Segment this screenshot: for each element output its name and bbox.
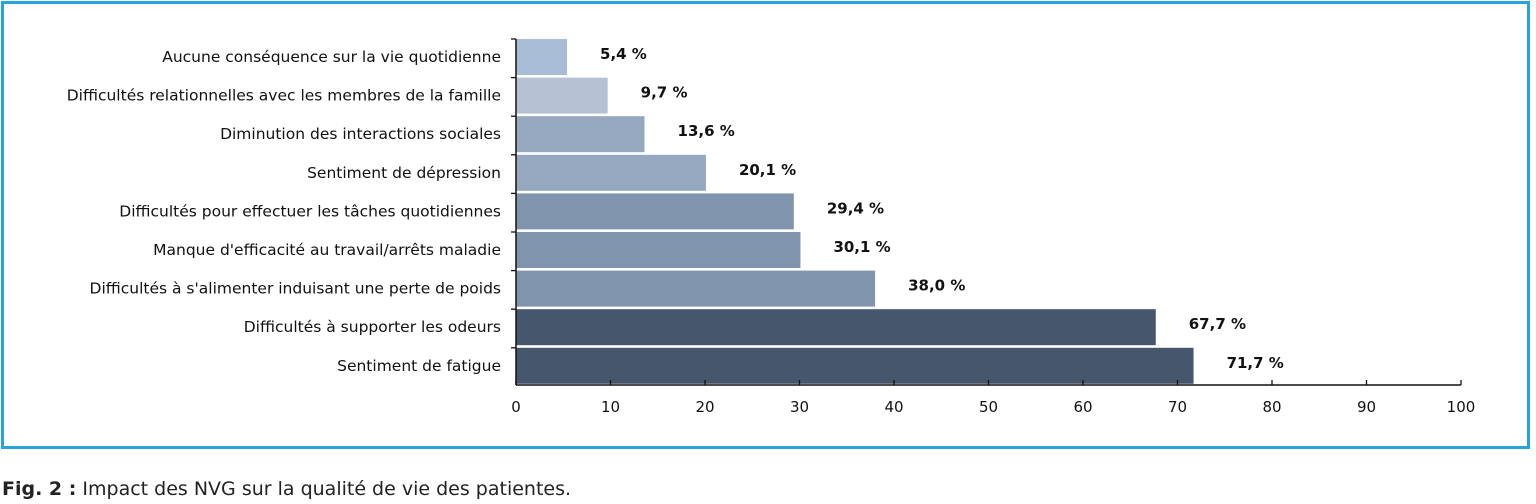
bar	[516, 154, 706, 191]
figure-caption: Fig. 2 : Impact des NVG sur la qualité d…	[2, 478, 571, 500]
category-label: Aucune conséquence sur la vie quotidienn…	[162, 48, 501, 66]
value-label: 67,7 %	[1189, 315, 1246, 333]
bar	[516, 193, 794, 230]
bar	[516, 39, 568, 75]
x-tick-label: 40	[884, 398, 903, 416]
bar	[516, 309, 1156, 346]
value-label: 71,7 %	[1227, 354, 1284, 372]
category-label: Difficultés pour effectuer les tâches qu…	[119, 202, 501, 220]
x-tick-label: 100	[1447, 398, 1476, 416]
value-label: 13,6 %	[678, 122, 735, 140]
x-tick-label: 80	[1262, 398, 1281, 416]
value-label: 5,4 %	[600, 45, 647, 63]
value-label: 30,1 %	[833, 238, 890, 256]
value-label: 20,1 %	[739, 161, 796, 179]
bar	[516, 77, 608, 114]
category-label: Diminution des interactions sociales	[220, 125, 501, 143]
x-tick-label: 50	[979, 398, 998, 416]
bar	[516, 116, 645, 153]
bar	[516, 270, 876, 307]
x-tick-label: 20	[695, 398, 714, 416]
x-tick-label: 30	[790, 398, 809, 416]
value-label: 29,4 %	[827, 199, 884, 217]
category-label: Difficultés à supporter les odeurs	[244, 318, 501, 336]
category-label: Manque d'efficacité au travail/arrêts ma…	[153, 241, 501, 259]
x-tick-label: 0	[511, 398, 521, 416]
category-label: Difficultés relationnelles avec les memb…	[67, 87, 501, 105]
caption-text: Impact des NVG sur la qualité de vie des…	[82, 478, 572, 500]
value-label: 38,0 %	[908, 277, 965, 295]
value-label: 9,7 %	[641, 84, 688, 102]
x-tick-label: 70	[1168, 398, 1187, 416]
x-tick-label: 10	[601, 398, 620, 416]
caption-prefix: Fig. 2 :	[2, 478, 77, 500]
category-label: Sentiment de dépression	[307, 164, 501, 182]
category-label: Sentiment de fatigue	[337, 357, 501, 375]
x-tick-label: 90	[1357, 398, 1376, 416]
category-label: Difficultés à s'alimenter induisant une …	[90, 280, 501, 298]
x-tick-label: 60	[1073, 398, 1092, 416]
bar	[516, 232, 801, 268]
bar	[516, 347, 1194, 384]
